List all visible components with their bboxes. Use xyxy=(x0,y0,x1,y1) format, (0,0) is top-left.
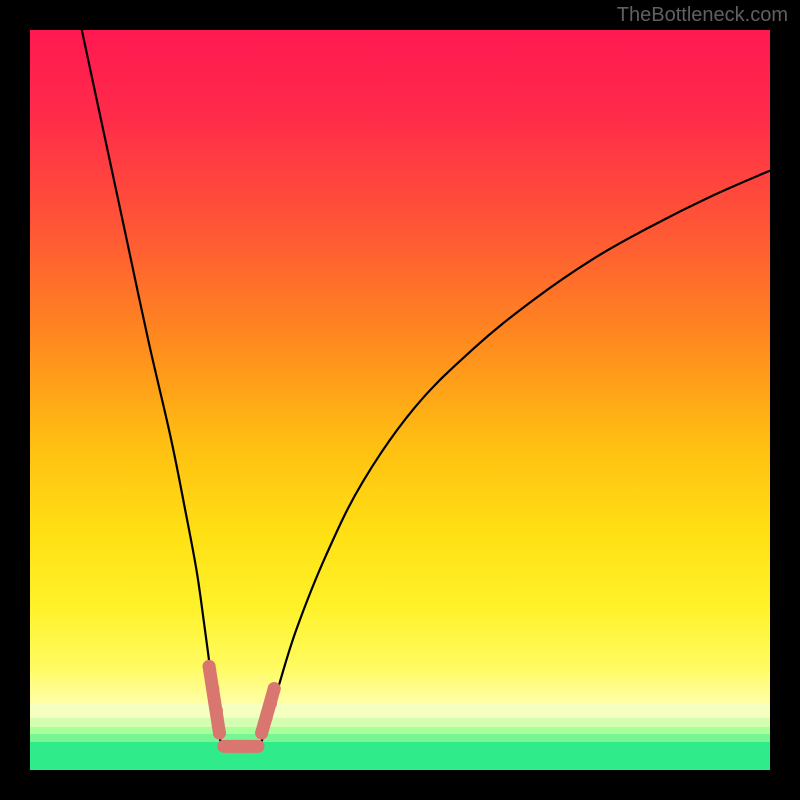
marker-segment xyxy=(209,666,219,733)
marker-dot xyxy=(217,740,230,753)
watermark-text: TheBottleneck.com xyxy=(617,4,788,27)
marker-segment xyxy=(262,689,275,733)
marker-dot xyxy=(260,712,273,725)
marker-dot xyxy=(251,740,264,753)
curves-layer xyxy=(30,30,770,770)
marker-dot xyxy=(213,727,226,740)
left-curve xyxy=(82,30,223,748)
right-curve xyxy=(259,171,770,748)
marker-dot xyxy=(206,682,219,695)
marker-dot xyxy=(255,727,268,740)
marker-dot xyxy=(210,704,223,717)
marker-dot xyxy=(264,697,277,710)
marker-dot xyxy=(228,740,241,753)
marker-dot xyxy=(240,740,253,753)
marker-dot xyxy=(203,660,216,673)
marker-dot xyxy=(268,682,281,695)
chart-plot-area xyxy=(30,30,770,770)
